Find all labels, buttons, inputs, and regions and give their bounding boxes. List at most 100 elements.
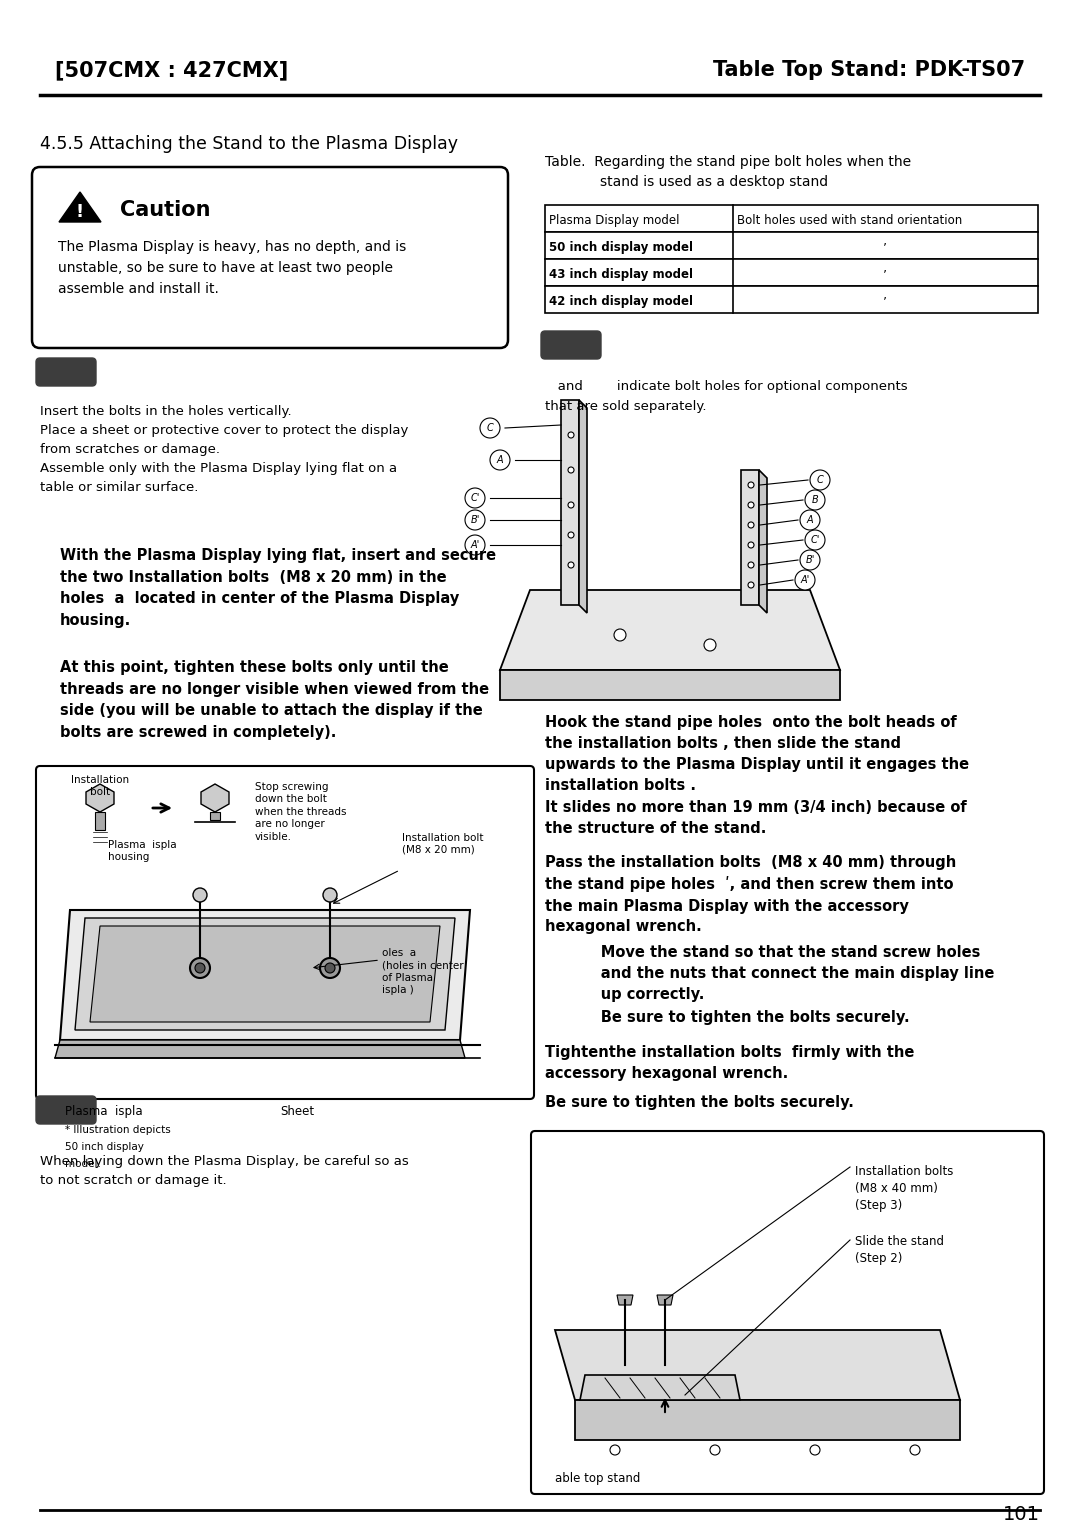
- Text: Be sure to tighten the bolts securely.: Be sure to tighten the bolts securely.: [570, 1010, 909, 1025]
- Circle shape: [490, 451, 510, 471]
- Text: [507CMX : 427CMX]: [507CMX : 427CMX]: [55, 60, 288, 79]
- Polygon shape: [90, 926, 440, 1022]
- Text: Be sure to tighten the bolts securely.: Be sure to tighten the bolts securely.: [545, 1096, 854, 1109]
- Text: The Plasma Display is heavy, has no depth, and is
unstable, so be sure to have a: The Plasma Display is heavy, has no dept…: [58, 240, 406, 296]
- Text: Plasma  ispla: Plasma ispla: [65, 1105, 143, 1118]
- Circle shape: [568, 562, 573, 568]
- Text: Slide the stand
(Step 2): Slide the stand (Step 2): [855, 1235, 944, 1265]
- FancyBboxPatch shape: [541, 332, 600, 359]
- Text: stand is used as a desktop stand: stand is used as a desktop stand: [600, 176, 828, 189]
- Text: 4.5.5 Attaching the Stand to the Plasma Display: 4.5.5 Attaching the Stand to the Plasma …: [40, 134, 458, 153]
- Text: When laying down the Plasma Display, be careful so as
to not scratch or damage i: When laying down the Plasma Display, be …: [40, 1155, 408, 1187]
- Text: Plasma  ispla
housing: Plasma ispla housing: [108, 840, 177, 862]
- Text: that are sold separately.: that are sold separately.: [545, 400, 706, 413]
- Text: Tightenthe installation bolts  firmly with the
accessory hexagonal wrench.: Tightenthe installation bolts firmly wit…: [545, 1045, 915, 1080]
- Polygon shape: [55, 1041, 465, 1057]
- Circle shape: [748, 542, 754, 549]
- Polygon shape: [60, 911, 470, 1041]
- Polygon shape: [555, 1329, 960, 1400]
- Circle shape: [465, 487, 485, 507]
- FancyBboxPatch shape: [531, 1131, 1044, 1494]
- Text: B': B': [470, 515, 480, 526]
- Bar: [545, 205, 1038, 232]
- Circle shape: [568, 432, 573, 439]
- Circle shape: [795, 570, 815, 590]
- Text: and        indicate bolt holes for optional components: and indicate bolt holes for optional com…: [545, 380, 907, 393]
- Polygon shape: [759, 471, 767, 613]
- Circle shape: [190, 958, 210, 978]
- Circle shape: [323, 888, 337, 902]
- Text: Caution: Caution: [120, 200, 211, 220]
- Text: ’: ’: [883, 267, 887, 281]
- Text: Stop screwing
down the bolt
when the threads
are no longer
visible.: Stop screwing down the bolt when the thr…: [255, 782, 347, 842]
- Circle shape: [704, 639, 716, 651]
- Text: It slides no more than 19 mm (3/4 inch) because of
the structure of the stand.: It slides no more than 19 mm (3/4 inch) …: [545, 801, 967, 836]
- Circle shape: [193, 888, 207, 902]
- Text: Installation bolt
(M8 x 20 mm): Installation bolt (M8 x 20 mm): [402, 833, 484, 856]
- Circle shape: [325, 963, 335, 973]
- Text: Installation
bolt: Installation bolt: [71, 775, 130, 798]
- Circle shape: [800, 510, 820, 530]
- Polygon shape: [75, 918, 455, 1030]
- Bar: [545, 232, 1038, 260]
- Polygon shape: [86, 784, 114, 811]
- Circle shape: [805, 530, 825, 550]
- Circle shape: [800, 550, 820, 570]
- Polygon shape: [201, 784, 229, 811]
- Circle shape: [748, 562, 754, 568]
- Text: At this point, tighten these bolts only until the
threads are no longer visible : At this point, tighten these bolts only …: [60, 660, 489, 740]
- Circle shape: [748, 582, 754, 588]
- Circle shape: [748, 503, 754, 507]
- Circle shape: [465, 510, 485, 530]
- Circle shape: [910, 1445, 920, 1455]
- Polygon shape: [580, 1375, 740, 1400]
- Polygon shape: [657, 1296, 673, 1305]
- FancyBboxPatch shape: [36, 1096, 96, 1125]
- Text: 50 inch display model: 50 inch display model: [549, 241, 693, 254]
- Bar: [545, 286, 1038, 313]
- Text: * Illustration depicts: * Illustration depicts: [65, 1125, 171, 1135]
- Bar: [561, 400, 579, 605]
- Text: ’: ’: [883, 295, 887, 309]
- FancyBboxPatch shape: [36, 358, 96, 387]
- Bar: [210, 811, 220, 821]
- Text: A: A: [497, 455, 503, 465]
- Text: 50 inch display: 50 inch display: [65, 1141, 144, 1152]
- Polygon shape: [500, 669, 840, 700]
- Circle shape: [195, 963, 205, 973]
- Circle shape: [748, 481, 754, 487]
- Polygon shape: [500, 590, 840, 669]
- Text: ’: ’: [883, 241, 887, 254]
- Bar: [741, 471, 759, 605]
- Text: C': C': [470, 494, 480, 503]
- Text: With the Plasma Display lying flat, insert and secure
the two Installation bolts: With the Plasma Display lying flat, inse…: [60, 549, 496, 628]
- Text: Sheet: Sheet: [280, 1105, 314, 1118]
- Text: A: A: [807, 515, 813, 526]
- Text: !: !: [76, 203, 84, 222]
- Circle shape: [805, 490, 825, 510]
- Circle shape: [748, 523, 754, 529]
- Text: Hook the stand pipe holes  onto the bolt heads of
the installation bolts , then : Hook the stand pipe holes onto the bolt …: [545, 715, 969, 793]
- Text: Move the stand so that the stand screw holes
      and the nuts that connect the: Move the stand so that the stand screw h…: [570, 944, 995, 1002]
- Circle shape: [480, 419, 500, 439]
- Polygon shape: [579, 400, 588, 613]
- Polygon shape: [575, 1400, 960, 1439]
- Bar: [545, 260, 1038, 286]
- Circle shape: [810, 1445, 820, 1455]
- Bar: [95, 811, 105, 830]
- Text: Insert the bolts in the holes vertically.
Place a sheet or protective cover to p: Insert the bolts in the holes vertically…: [40, 405, 408, 494]
- Text: A': A': [800, 575, 810, 585]
- FancyBboxPatch shape: [32, 167, 508, 348]
- Polygon shape: [59, 193, 102, 222]
- Circle shape: [568, 503, 573, 507]
- Text: model.: model.: [65, 1160, 100, 1169]
- Circle shape: [610, 1445, 620, 1455]
- Text: C': C': [810, 535, 820, 545]
- Text: Bolt holes used with stand orientation: Bolt holes used with stand orientation: [737, 214, 962, 228]
- Text: Plasma Display model: Plasma Display model: [549, 214, 679, 228]
- FancyBboxPatch shape: [36, 766, 534, 1099]
- Text: oles  a
(holes in center
of Plasma
ispla ): oles a (holes in center of Plasma ispla …: [382, 947, 463, 995]
- Circle shape: [568, 468, 573, 474]
- Text: 101: 101: [1003, 1505, 1040, 1523]
- Polygon shape: [617, 1296, 633, 1305]
